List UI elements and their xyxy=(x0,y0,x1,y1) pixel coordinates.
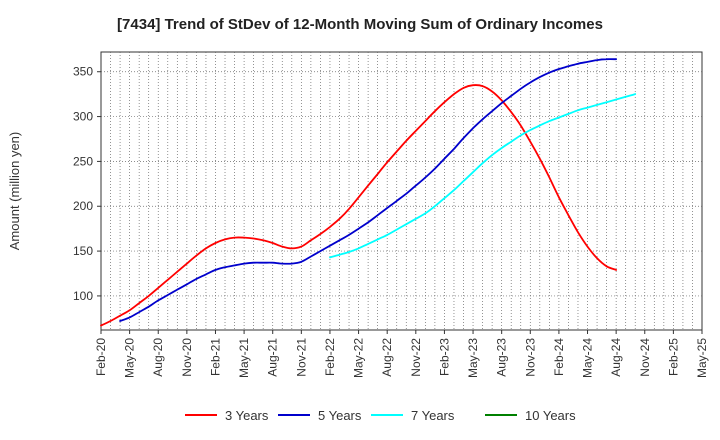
x-tick-label: Feb-20 xyxy=(94,338,108,376)
x-tick-label: Feb-25 xyxy=(666,338,680,376)
x-tick-label: May-25 xyxy=(695,338,709,378)
y-axis-label: Amount (million yen) xyxy=(7,132,22,251)
x-tick-label: Feb-21 xyxy=(208,338,222,376)
plot-area xyxy=(100,51,703,331)
y-tick-label: 150 xyxy=(73,244,93,258)
y-tick-label: 100 xyxy=(73,289,93,303)
legend: 3 Years 5 Years 7 Years 10 Years xyxy=(185,408,576,423)
y-tick-label: 300 xyxy=(73,110,93,124)
legend-label-3-years: 3 Years xyxy=(225,408,269,423)
x-tick-label: Nov-24 xyxy=(638,338,652,377)
chart-title: [7434] Trend of StDev of 12-Month Moving… xyxy=(117,16,603,33)
x-tick-label: Aug-24 xyxy=(609,338,623,377)
x-tick-label: May-20 xyxy=(123,338,137,378)
x-tick-label: Feb-22 xyxy=(323,338,337,376)
x-tick-label: May-22 xyxy=(352,338,366,378)
x-tick-label: Aug-22 xyxy=(380,338,394,377)
series-line-7-years xyxy=(329,93,637,259)
legend-label-5-years: 5 Years xyxy=(318,408,362,423)
x-tick-label: Nov-22 xyxy=(409,338,423,377)
x-tick-label: Nov-21 xyxy=(294,338,308,377)
x-tick-label: Aug-20 xyxy=(151,338,165,377)
x-tick-label: Nov-20 xyxy=(180,338,194,377)
x-tick-label: May-23 xyxy=(466,338,480,378)
y-tick-label: 200 xyxy=(73,199,93,213)
x-tick-label: Aug-23 xyxy=(495,338,509,377)
x-tick-label: Aug-21 xyxy=(266,338,280,377)
y-tick-label: 250 xyxy=(73,154,93,168)
x-tick-label: Nov-23 xyxy=(523,338,537,377)
legend-label-10-years: 10 Years xyxy=(525,408,576,423)
x-tick-label: May-21 xyxy=(237,338,251,378)
series-line-3-years xyxy=(100,84,617,327)
x-tick-label: Feb-23 xyxy=(437,338,451,376)
x-tick-label: May-24 xyxy=(581,338,595,378)
grid xyxy=(100,51,703,331)
legend-label-7-years: 7 Years xyxy=(411,408,455,423)
axes: 100 150 200 250 300 350 Feb-20 May-20 Aug-20 Nov-… xyxy=(7,65,709,378)
series-lines xyxy=(100,58,637,327)
x-tick-label: Feb-24 xyxy=(552,338,566,376)
y-tick-label: 350 xyxy=(73,65,93,79)
series-line-5-years xyxy=(119,58,617,322)
